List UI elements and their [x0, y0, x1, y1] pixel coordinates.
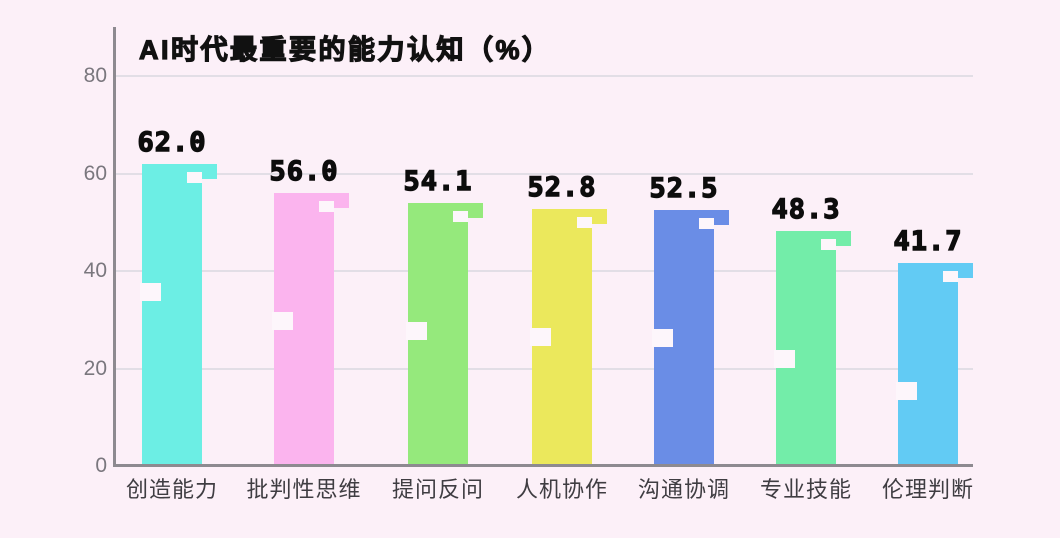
chart-title: AI时代最重要的能力认知（%）	[138, 34, 552, 65]
x-axis-label: 提问反问	[391, 477, 484, 502]
x-axis-label: 创造能力	[125, 477, 218, 502]
y-tick-label-40: 40	[83, 259, 107, 283]
bar-corner-notch	[187, 172, 202, 184]
bar-corner-notch	[699, 218, 714, 230]
bar-corner-notch	[821, 238, 836, 250]
y-tick-label-20: 20	[83, 356, 107, 380]
bar-left-notch	[272, 312, 293, 331]
bar-left-notch	[652, 329, 673, 348]
bar-value-label: 52.8	[527, 171, 597, 203]
y-tick-label-0: 0	[95, 454, 107, 477]
bar-corner-pixel	[958, 262, 973, 278]
bar-value-label: 62.0	[137, 127, 207, 159]
y-axis-line	[113, 27, 116, 466]
bar-批判性思维	[272, 193, 349, 466]
bar-人机协作	[530, 208, 607, 466]
gridline-60	[113, 172, 973, 175]
x-axis-label: 批判性思维	[246, 477, 362, 502]
x-axis-line	[113, 464, 973, 467]
bar-创造能力	[140, 164, 217, 466]
bar-伦理判断	[896, 262, 973, 466]
bar-left-notch	[530, 327, 551, 346]
bar-left-notch	[140, 283, 161, 302]
bar-corner-pixel	[334, 193, 349, 209]
bar-专业技能	[774, 230, 851, 466]
bar-left-notch	[406, 321, 427, 340]
gridline-80	[113, 75, 973, 78]
bar-corner-notch	[319, 201, 334, 213]
x-axis-label: 沟通协调	[637, 477, 730, 502]
bar-corner-pixel	[468, 202, 483, 218]
y-tick-label-80: 80	[83, 64, 107, 88]
bar-left-notch	[774, 349, 795, 368]
bar-corner-pixel	[836, 230, 851, 246]
bar-corner-pixel	[592, 208, 607, 224]
bar-value-label: 54.1	[403, 165, 473, 197]
bar-value-label: 56.0	[269, 156, 339, 188]
y-tick-label-60: 60	[83, 161, 107, 185]
bar-corner-notch	[577, 216, 592, 228]
bar-value-label: 41.7	[893, 225, 963, 257]
x-axis-label: 人机协作	[515, 477, 608, 502]
x-axis-label: 专业技能	[759, 477, 852, 502]
bar-corner-pixel	[714, 210, 729, 226]
bar-corner-notch	[453, 210, 468, 222]
x-axis-label: 伦理判断	[881, 477, 974, 502]
bar-value-label: 48.3	[771, 193, 841, 225]
bar-left-notch	[896, 381, 917, 400]
bar-corner-pixel	[202, 164, 217, 180]
bar-value-label: 52.5	[649, 173, 719, 205]
bar-提问反问	[406, 202, 483, 466]
bar-沟通协调	[652, 210, 729, 466]
bar-corner-notch	[943, 270, 958, 282]
